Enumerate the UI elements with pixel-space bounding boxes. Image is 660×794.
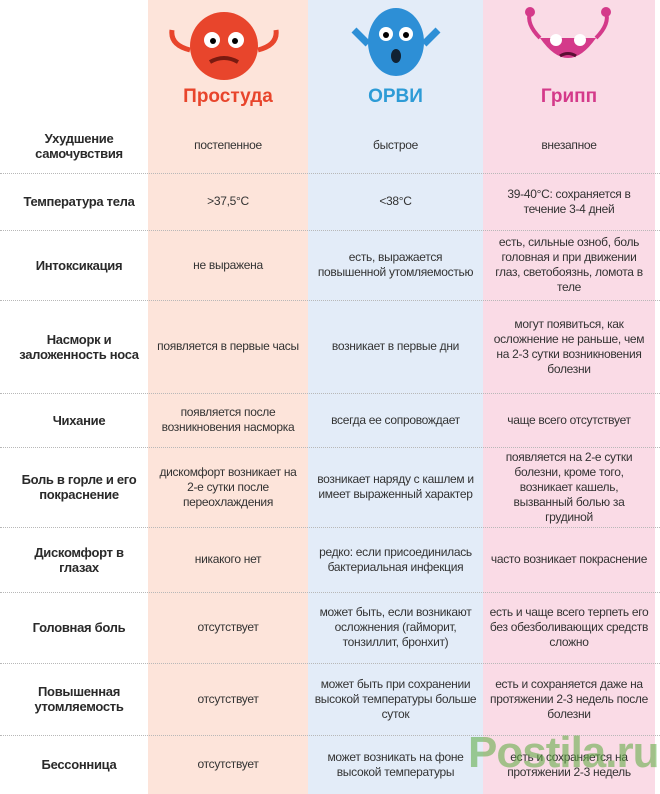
row-label: Боль в горле и его покраснение bbox=[21, 472, 137, 502]
cell: есть, сильные озноб, боль головная и при… bbox=[495, 235, 643, 294]
cell: может возникать на фоне высокой температ… bbox=[327, 749, 464, 779]
cold-mascot bbox=[169, 12, 279, 80]
row-label: Температура тела bbox=[23, 194, 135, 209]
cell: быстрое bbox=[373, 138, 418, 152]
row-label: Чихание bbox=[52, 412, 106, 428]
row-label: Бессонница bbox=[41, 757, 117, 772]
row-separator bbox=[0, 393, 660, 394]
row-separator bbox=[0, 663, 660, 664]
row-label: Повышенная утомляемость bbox=[34, 684, 124, 714]
row-label: Насморк и заложенность носа bbox=[19, 331, 139, 362]
row-label: Дискомфорт в глазах bbox=[34, 544, 124, 575]
cell: постепенное bbox=[194, 138, 262, 152]
cell: никакого нет bbox=[194, 552, 262, 566]
cell: отсутствует bbox=[197, 620, 259, 634]
cell: появляется после возникновения насморка bbox=[161, 405, 295, 434]
row-separator bbox=[0, 300, 660, 301]
cell: возникает в первые дни bbox=[331, 339, 460, 353]
row-label: Интоксикация bbox=[35, 257, 123, 273]
row-label: Ухудшение самочувствия bbox=[35, 130, 123, 161]
cell: есть и чаще всего терпеть его без обезбо… bbox=[489, 605, 649, 649]
cell: дискомфорт возникает на 2-е сутки после … bbox=[159, 464, 297, 509]
row-separator bbox=[0, 173, 660, 174]
cell: появляется в первые часы bbox=[157, 339, 299, 353]
cell: может быть при сохранении высокой темпер… bbox=[314, 676, 477, 721]
flu-mascot bbox=[351, 8, 441, 76]
column-title: ОРВИ bbox=[368, 86, 423, 107]
watermark: Postila.ru bbox=[468, 728, 659, 777]
column-bg bbox=[308, 0, 483, 794]
cell: всегда ее сопровождает bbox=[331, 412, 460, 427]
cell: может быть, если возникают осложнения (г… bbox=[319, 605, 472, 649]
cell: есть, выражается повышенной утомляемость… bbox=[317, 250, 474, 279]
cell: отсутствует bbox=[197, 691, 259, 706]
cell: могут появиться, как осложнение не раньш… bbox=[493, 316, 645, 376]
column-title: Грипп bbox=[540, 86, 598, 107]
column-bg bbox=[483, 0, 655, 794]
row-separator bbox=[0, 592, 660, 593]
column-bg bbox=[148, 0, 308, 794]
cell: не выражена bbox=[193, 257, 263, 272]
row-separator bbox=[0, 735, 660, 736]
cell: появляется на 2-е сутки болезни, кроме т… bbox=[505, 449, 633, 524]
column-title: Простуда bbox=[183, 86, 273, 107]
cell: >37,5°С bbox=[207, 194, 249, 208]
cell: есть и сохраняется даже на протяжении 2-… bbox=[490, 676, 648, 721]
cell: чаще всего отсутствует bbox=[507, 412, 631, 427]
cell: часто возникает покраснение bbox=[490, 552, 648, 566]
row-separator bbox=[0, 527, 660, 528]
row-label: Головная боль bbox=[32, 620, 126, 635]
cell: есть и сохраняется на протяжении 2-3 нед… bbox=[507, 749, 631, 779]
cell: <38°С bbox=[379, 194, 412, 208]
cell: редко: если присоединилась бактериальная… bbox=[319, 544, 472, 574]
mascots bbox=[169, 7, 611, 80]
cell: возникает наряду с кашлем и имеет выраже… bbox=[317, 472, 474, 501]
grippe-mascot bbox=[525, 7, 611, 58]
cell: 39-40°С: сохраняется в течение 3-4 дней bbox=[507, 186, 631, 216]
cell: отсутствует bbox=[197, 757, 259, 771]
cell: внезапное bbox=[541, 138, 597, 152]
row-separator bbox=[0, 447, 660, 448]
row-separator bbox=[0, 230, 660, 231]
